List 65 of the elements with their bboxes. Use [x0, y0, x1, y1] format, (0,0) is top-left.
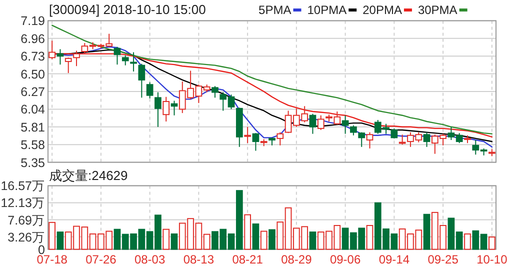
candlestick [423, 132, 430, 148]
legend-label: 30PMA [418, 3, 458, 17]
y-tick-label: 5.35 [20, 156, 46, 170]
y-tick-label: 6.04 [20, 102, 46, 117]
candlestick [244, 126, 251, 144]
y-tick-label: 6.50 [20, 67, 46, 82]
x-tick-label: 08-03 [134, 252, 166, 266]
legend-label: 10PMA [307, 3, 347, 17]
y-tick-label: 7.69万 [8, 213, 45, 228]
bar [56, 232, 64, 250]
candlestick [276, 132, 284, 146]
candlestick [170, 100, 178, 116]
chart-title: 成交量:24629 [49, 168, 128, 183]
chart-title: [300094] 2018-10-10 15:00 [49, 2, 206, 17]
candlestick [342, 114, 349, 134]
bar [244, 214, 251, 250]
candlestick [146, 82, 154, 99]
x-tick-label: 07-26 [86, 252, 117, 266]
bar [260, 230, 268, 250]
y-tick-label: 6.73 [20, 50, 46, 64]
bar [309, 232, 316, 250]
x-tick-label: 09-25 [428, 252, 459, 266]
candlestick [309, 113, 316, 134]
candlestick [73, 50, 80, 67]
candlestick [252, 132, 260, 152]
y-tick-label: 5.58 [20, 138, 46, 152]
y-tick-label: 3.26万 [8, 230, 45, 244]
bar [268, 229, 276, 250]
x-tick-label: 08-13 [183, 252, 214, 266]
candlestick [162, 96, 170, 122]
candlestick [390, 128, 398, 139]
legend-label: 5PMA [258, 3, 292, 17]
x-tick-label: 10-10 [476, 252, 508, 266]
y-tick-label: 5.81 [20, 120, 46, 134]
bar [488, 236, 496, 250]
x-tick-label: 09-06 [330, 252, 361, 266]
y-tick-label: 7.19 [20, 14, 46, 28]
bar [464, 233, 471, 250]
candlestick [212, 86, 218, 98]
y-tick-label: 12.13万 [0, 196, 45, 210]
candlestick [138, 63, 146, 98]
candlestick [56, 48, 64, 66]
candlestick [154, 92, 162, 128]
candlestick [130, 52, 137, 72]
y-tick-label: 6.96 [20, 32, 46, 46]
candlestick [48, 40, 56, 60]
y-tick-label: 6.27 [20, 85, 46, 99]
candlestick [122, 54, 129, 66]
bar [423, 214, 430, 250]
candlestick [64, 57, 72, 74]
candlestick [398, 134, 406, 146]
y-tick-label: 16.57万 [0, 179, 45, 194]
bar [170, 233, 178, 250]
x-tick-label: 09-14 [378, 252, 410, 266]
candlestick [317, 114, 324, 130]
bar [48, 222, 56, 250]
bar [366, 225, 374, 250]
line-series [51, 24, 493, 134]
candlestick [366, 132, 374, 149]
candlestick [114, 46, 121, 66]
bar [162, 228, 170, 250]
bar [252, 223, 260, 250]
legend-label: 20PMA [362, 3, 402, 17]
x-tick-label: 08-21 [232, 252, 264, 266]
x-tick-label: 08-29 [281, 252, 312, 266]
